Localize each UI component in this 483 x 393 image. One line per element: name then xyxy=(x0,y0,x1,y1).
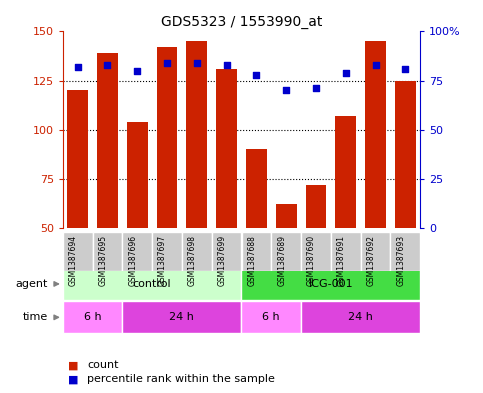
Bar xyxy=(361,232,390,271)
Bar xyxy=(63,232,93,271)
Bar xyxy=(93,232,122,271)
Bar xyxy=(246,149,267,228)
Point xyxy=(193,60,201,66)
Text: 24 h: 24 h xyxy=(348,312,373,322)
Point xyxy=(401,66,409,72)
Title: GDS5323 / 1553990_at: GDS5323 / 1553990_at xyxy=(161,15,322,29)
Text: 6 h: 6 h xyxy=(262,312,280,322)
Bar xyxy=(63,301,122,333)
Bar xyxy=(67,90,88,228)
Point xyxy=(104,62,112,68)
Point xyxy=(133,68,141,74)
Text: agent: agent xyxy=(15,279,48,289)
Bar xyxy=(242,301,301,333)
Bar xyxy=(97,53,118,228)
Bar xyxy=(152,232,182,271)
Bar xyxy=(395,81,416,228)
Text: time: time xyxy=(23,312,48,322)
Bar xyxy=(335,116,356,228)
Text: GSM1387697: GSM1387697 xyxy=(158,235,167,286)
Text: 6 h: 6 h xyxy=(84,312,101,322)
Text: GSM1387698: GSM1387698 xyxy=(188,235,197,286)
Text: GSM1387693: GSM1387693 xyxy=(397,235,405,286)
Bar xyxy=(331,232,361,271)
Bar xyxy=(390,232,420,271)
Point xyxy=(253,72,260,78)
Bar xyxy=(63,268,242,300)
Text: GSM1387696: GSM1387696 xyxy=(128,235,137,286)
Text: 24 h: 24 h xyxy=(170,312,194,322)
Text: GSM1387692: GSM1387692 xyxy=(367,235,376,286)
Point xyxy=(372,62,380,68)
Text: GSM1387699: GSM1387699 xyxy=(218,235,227,286)
Point xyxy=(282,87,290,94)
Point xyxy=(163,60,171,66)
Text: ■: ■ xyxy=(68,360,78,371)
Bar xyxy=(301,301,420,333)
Bar xyxy=(186,41,207,228)
Bar xyxy=(271,232,301,271)
Bar xyxy=(242,232,271,271)
Bar xyxy=(122,232,152,271)
Text: ICG-001: ICG-001 xyxy=(309,279,353,289)
Text: percentile rank within the sample: percentile rank within the sample xyxy=(87,374,275,384)
Bar xyxy=(301,232,331,271)
Point xyxy=(74,64,82,70)
Bar xyxy=(242,268,420,300)
Text: GSM1387691: GSM1387691 xyxy=(337,235,346,286)
Bar xyxy=(122,301,242,333)
Text: GSM1387695: GSM1387695 xyxy=(99,235,108,286)
Text: GSM1387690: GSM1387690 xyxy=(307,235,316,286)
Bar xyxy=(276,204,297,228)
Bar xyxy=(156,47,177,228)
Point xyxy=(312,85,320,92)
Text: GSM1387688: GSM1387688 xyxy=(247,235,256,286)
Bar xyxy=(306,185,327,228)
Text: GSM1387694: GSM1387694 xyxy=(69,235,78,286)
Text: count: count xyxy=(87,360,118,371)
Point xyxy=(223,62,230,68)
Text: GSM1387689: GSM1387689 xyxy=(277,235,286,286)
Bar xyxy=(127,122,148,228)
Bar xyxy=(212,232,242,271)
Text: control: control xyxy=(133,279,171,289)
Point xyxy=(342,70,350,76)
Bar xyxy=(182,232,212,271)
Bar xyxy=(365,41,386,228)
Bar xyxy=(216,69,237,228)
Text: ■: ■ xyxy=(68,374,78,384)
